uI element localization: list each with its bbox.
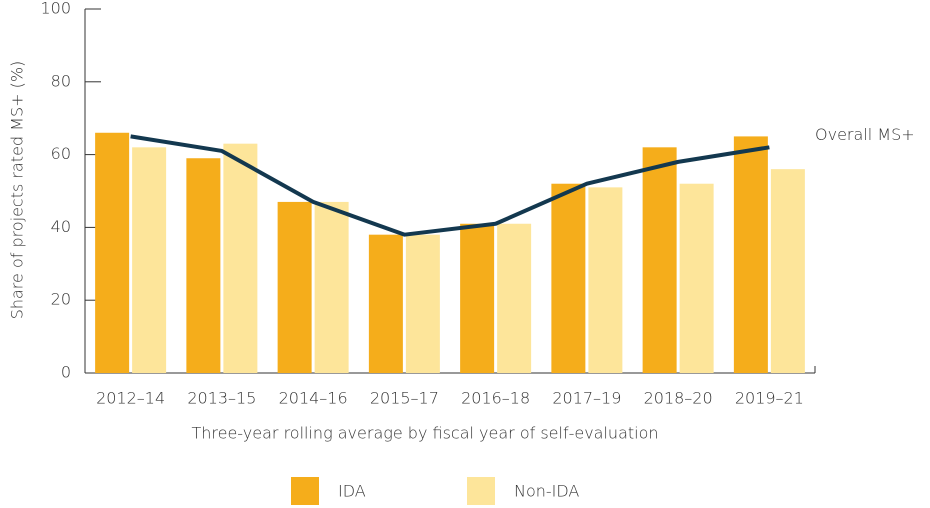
- bar: [186, 158, 221, 373]
- y-tick-label: 80: [51, 71, 71, 90]
- bar: [770, 169, 805, 373]
- bar: [277, 201, 312, 373]
- legend-label: Non-IDA: [514, 482, 579, 501]
- bar: [733, 136, 768, 373]
- bar: [405, 234, 440, 373]
- y-tick-label: 100: [40, 0, 71, 18]
- y-axis-label: Share of projects rated MS+ (%): [8, 61, 27, 320]
- x-tick-label: 2013–15: [187, 389, 256, 408]
- y-tick-label: 40: [51, 217, 71, 236]
- legend-label: IDA: [338, 482, 366, 501]
- x-tick-label: 2017–19: [552, 389, 621, 408]
- bar: [497, 223, 532, 373]
- line: [130, 134, 770, 237]
- bar: [95, 132, 130, 373]
- bar: [588, 187, 623, 373]
- bar: [368, 234, 403, 373]
- y-tick-label: 0: [61, 363, 71, 382]
- x-tick-label: 2012–14: [96, 389, 165, 408]
- y-tick-label: 60: [51, 144, 71, 163]
- bar: [460, 223, 495, 373]
- bar: [132, 147, 167, 373]
- x-tick-label: 2018–20: [644, 389, 713, 408]
- x-tick-label: 2014–16: [279, 389, 348, 408]
- legend-swatch: [467, 477, 495, 505]
- x-tick-label: 2019–21: [735, 389, 804, 408]
- bar: [223, 143, 258, 373]
- x-tick-label: 2015–17: [370, 389, 439, 408]
- y-tick-label: 20: [51, 290, 71, 309]
- line-label: Overall MS+: [815, 125, 915, 144]
- x-tick-label: 2016–18: [461, 389, 530, 408]
- bar: [551, 183, 586, 373]
- bar: [314, 201, 349, 373]
- bar: [642, 147, 677, 373]
- x-axis-label: Three-year rolling average by fiscal yea…: [191, 424, 658, 443]
- legend-swatch: [291, 477, 319, 505]
- bar: [679, 183, 714, 373]
